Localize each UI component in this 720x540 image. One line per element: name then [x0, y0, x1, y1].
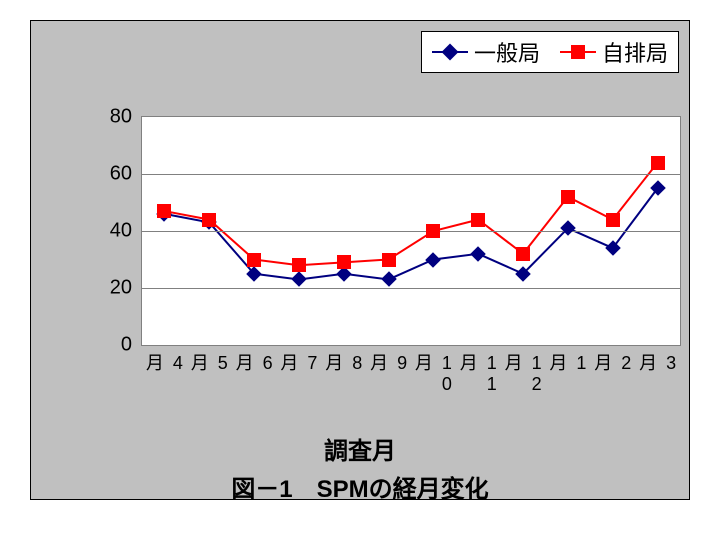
xtick-label: 3月 [634, 353, 681, 374]
square-marker [382, 253, 396, 267]
ytick-label: 0 [121, 334, 132, 357]
square-marker [561, 190, 575, 204]
gridline [142, 231, 680, 232]
gridline [142, 174, 680, 175]
legend: 一般局 自排局 [421, 31, 679, 73]
square-marker [337, 255, 351, 269]
plot-area: 0204060804月5月6月7月8月9月10月11月12月1月2月3月 [141, 116, 681, 346]
ytick-label: 40 [110, 220, 132, 243]
legend-label: 一般局 [474, 36, 540, 68]
series-line [164, 188, 657, 279]
square-marker [471, 213, 485, 227]
square-marker [292, 258, 306, 272]
xtick-label: 8月 [320, 353, 367, 374]
ytick-label: 80 [110, 106, 132, 129]
xtick-label: 2月 [589, 353, 636, 374]
legend-item-jihaikyoku: 自排局 [560, 36, 668, 68]
legend-marker-diamond [432, 44, 468, 60]
square-marker [651, 156, 665, 170]
legend-marker-square [560, 44, 596, 60]
gridline [142, 288, 680, 289]
square-marker [247, 253, 261, 267]
square-marker [606, 213, 620, 227]
xtick-label: 12月 [500, 353, 547, 395]
xtick-label: 1月 [544, 353, 591, 374]
square-marker [157, 204, 171, 218]
xtick-label: 11月 [455, 353, 502, 395]
xtick-label: 6月 [231, 353, 278, 374]
legend-item-ippankyoku: 一般局 [432, 36, 540, 68]
chart-caption: 図－1 SPMの経月変化 [31, 469, 689, 504]
x-axis-label: 調査月 [31, 431, 689, 466]
xtick-label: 5月 [186, 353, 233, 374]
chart-frame: 一般局 自排局 SPM濃度（μg/m³） 0204060804月5月6月7月8月… [30, 20, 690, 500]
xtick-label: 10月 [410, 353, 457, 395]
legend-label: 自排局 [602, 36, 668, 68]
xtick-label: 4月 [141, 353, 188, 374]
square-marker [426, 224, 440, 238]
xtick-label: 9月 [365, 353, 412, 374]
chart-container: 一般局 自排局 SPM濃度（μg/m³） 0204060804月5月6月7月8月… [0, 0, 720, 540]
xtick-label: 7月 [275, 353, 322, 374]
square-marker [516, 247, 530, 261]
series-line [164, 163, 657, 266]
ytick-label: 20 [110, 277, 132, 300]
ytick-label: 60 [110, 163, 132, 186]
square-marker [202, 213, 216, 227]
